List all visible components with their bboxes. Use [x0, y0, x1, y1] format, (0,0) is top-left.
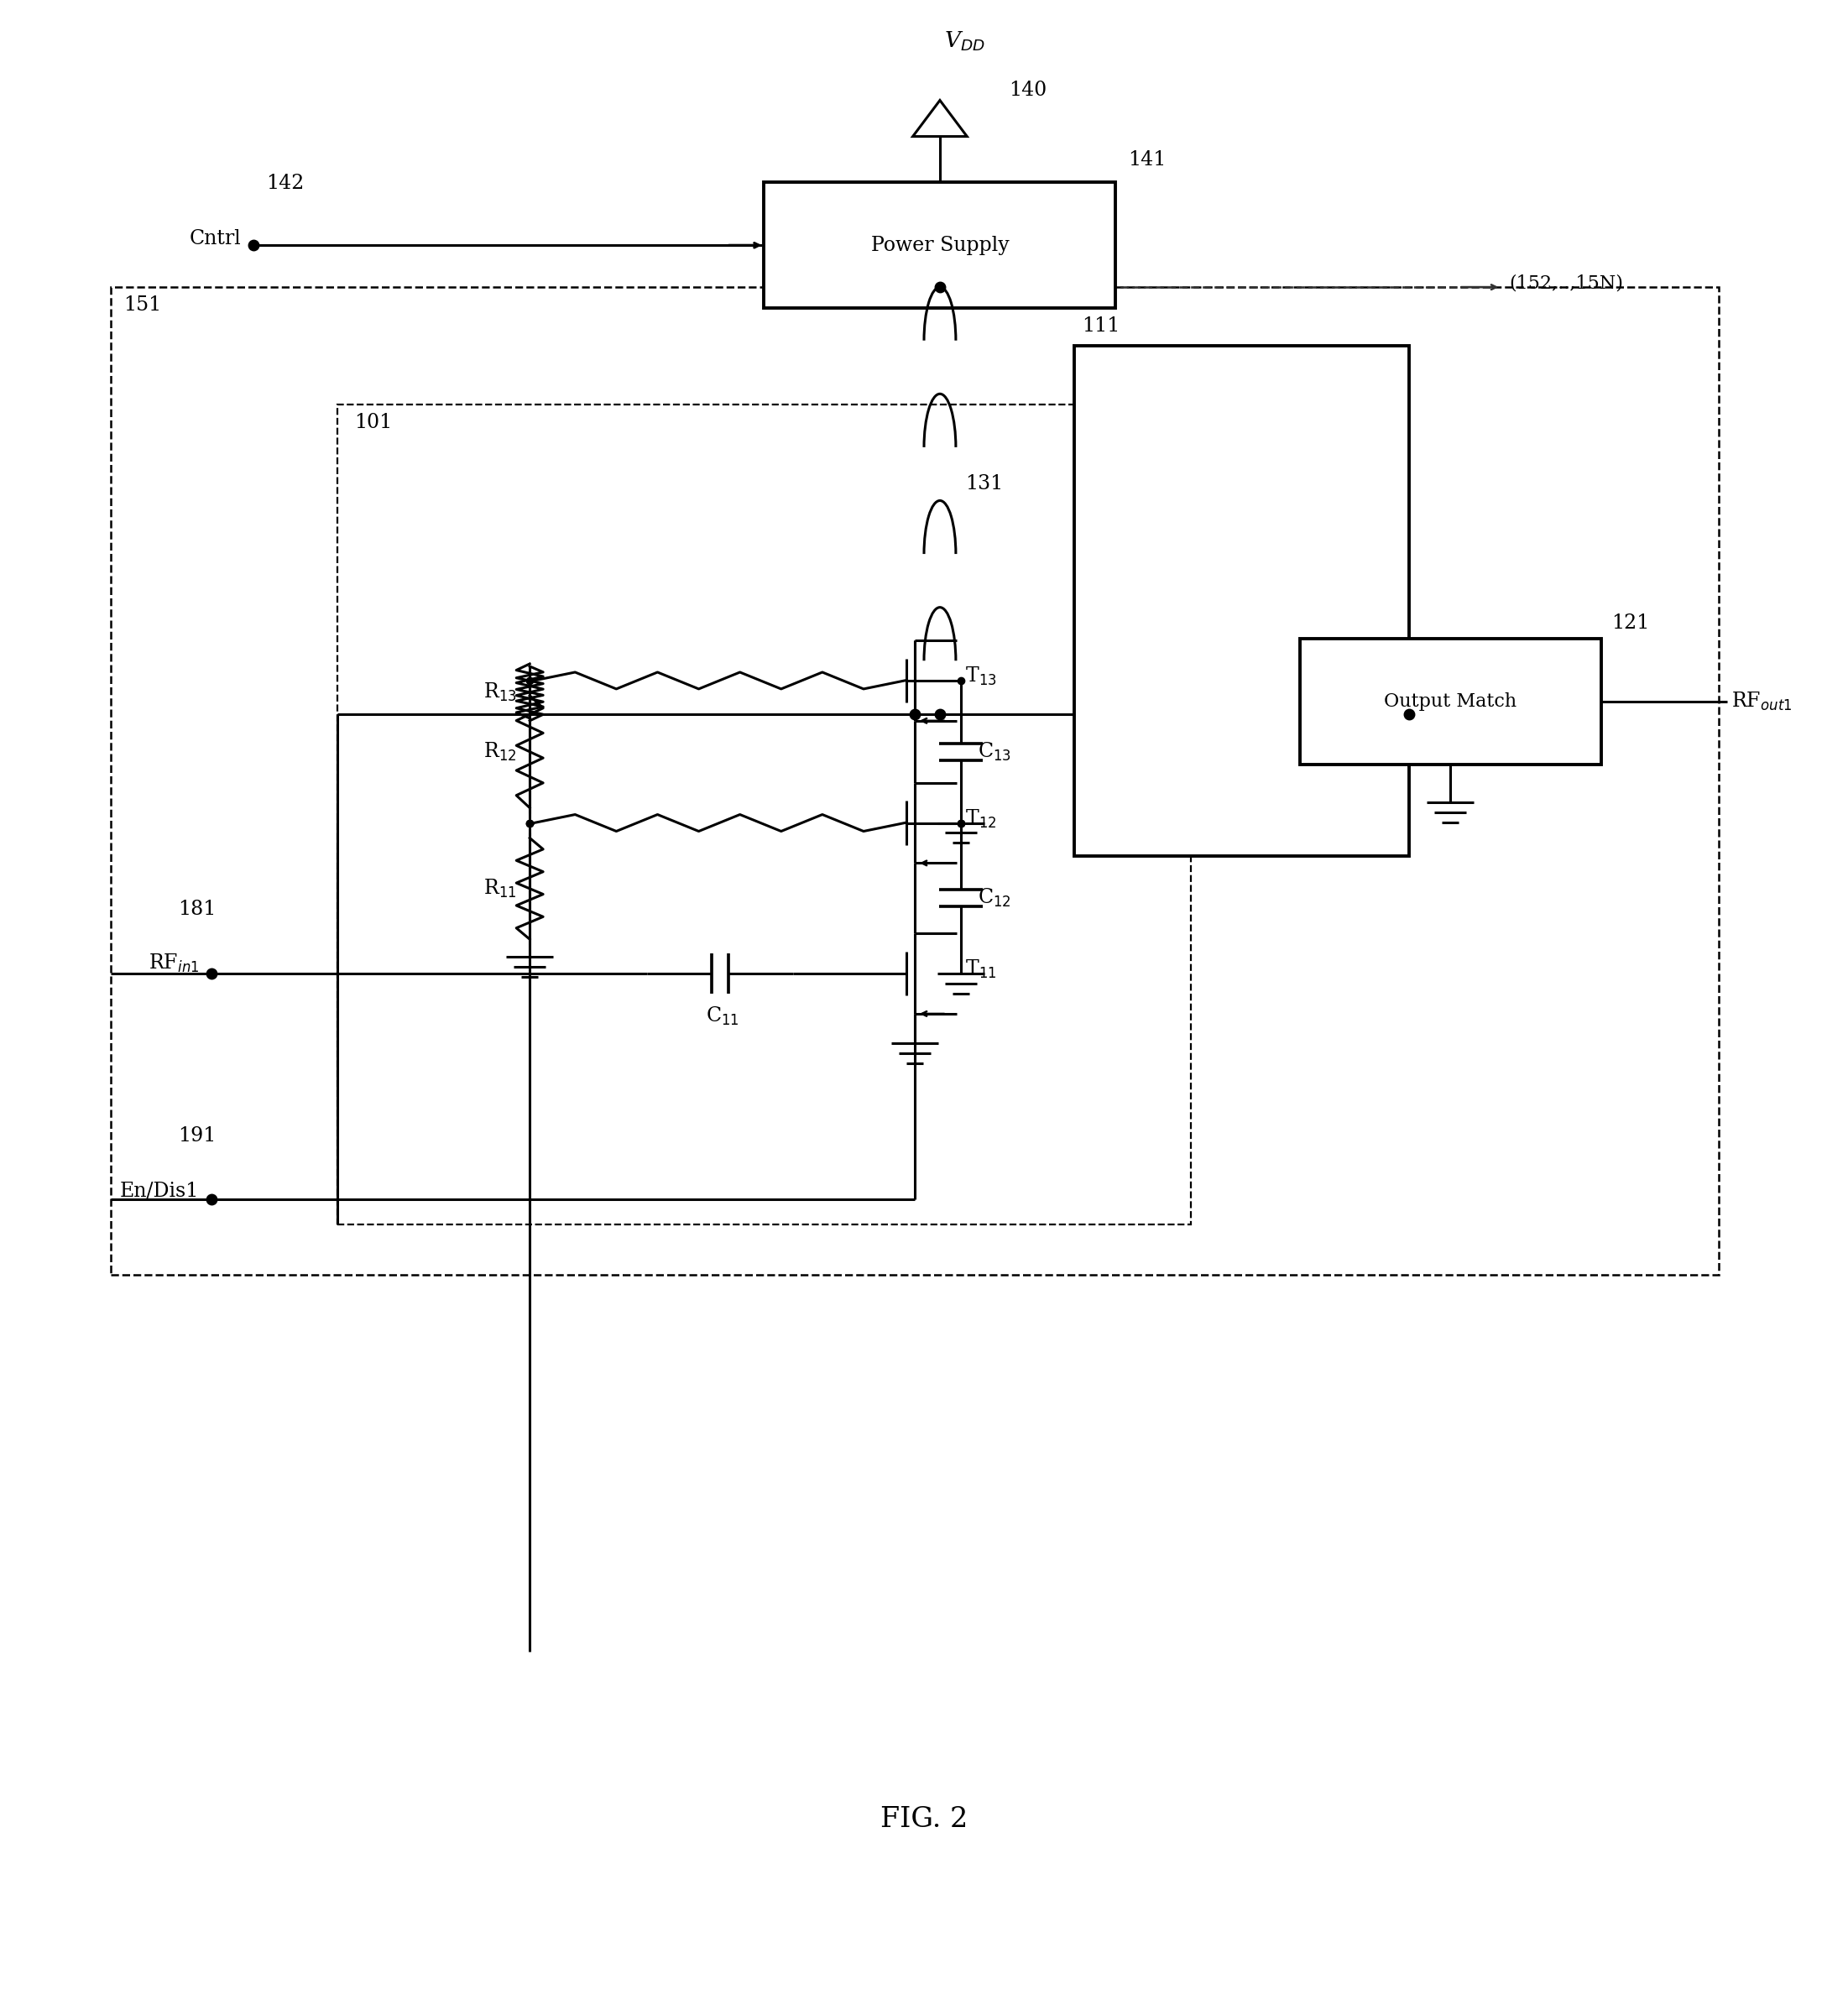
Text: R$_{11}$: R$_{11}$ [484, 877, 517, 899]
Text: T$_{11}$: T$_{11}$ [965, 959, 996, 981]
Text: V$_{DD}$: V$_{DD}$ [944, 30, 985, 54]
Text: 181: 181 [177, 899, 216, 919]
Bar [763, 183, 1116, 308]
Text: C$_{11}$: C$_{11}$ [706, 1004, 739, 1028]
Text: Power Supply: Power Supply [870, 235, 1009, 255]
Text: 140: 140 [1009, 82, 1046, 99]
Text: 191: 191 [177, 1126, 216, 1146]
Text: C$_{13}$: C$_{13}$ [978, 740, 1011, 762]
Text: Cntrl: Cntrl [188, 229, 240, 249]
Text: RF$_{out1}$: RF$_{out1}$ [1732, 690, 1793, 712]
Text: R$_{12}$: R$_{12}$ [484, 740, 517, 762]
Text: T$_{13}$: T$_{13}$ [965, 666, 996, 688]
Text: (152,..,15N): (152,..,15N) [1510, 274, 1623, 292]
Text: En/Dis1: En/Dis1 [120, 1181, 200, 1201]
Bar [111, 286, 1719, 1275]
Text: 121: 121 [1611, 615, 1650, 633]
Text: Output Match: Output Match [1384, 692, 1517, 710]
Text: 142: 142 [266, 175, 305, 193]
Bar [336, 404, 1192, 1225]
Text: R$_{13}$: R$_{13}$ [484, 682, 517, 704]
Text: 141: 141 [1129, 151, 1166, 169]
Text: C$_{12}$: C$_{12}$ [978, 887, 1011, 909]
Bar [1074, 346, 1408, 857]
Text: RF$_{in1}$: RF$_{in1}$ [148, 953, 200, 975]
Text: FIG. 2: FIG. 2 [880, 1806, 968, 1832]
Text: T$_{12}$: T$_{12}$ [965, 808, 996, 829]
Text: 111: 111 [1083, 316, 1120, 336]
Text: 101: 101 [355, 412, 392, 432]
Bar [1299, 638, 1600, 764]
Text: 131: 131 [965, 473, 1003, 493]
Text: 151: 151 [124, 296, 161, 314]
